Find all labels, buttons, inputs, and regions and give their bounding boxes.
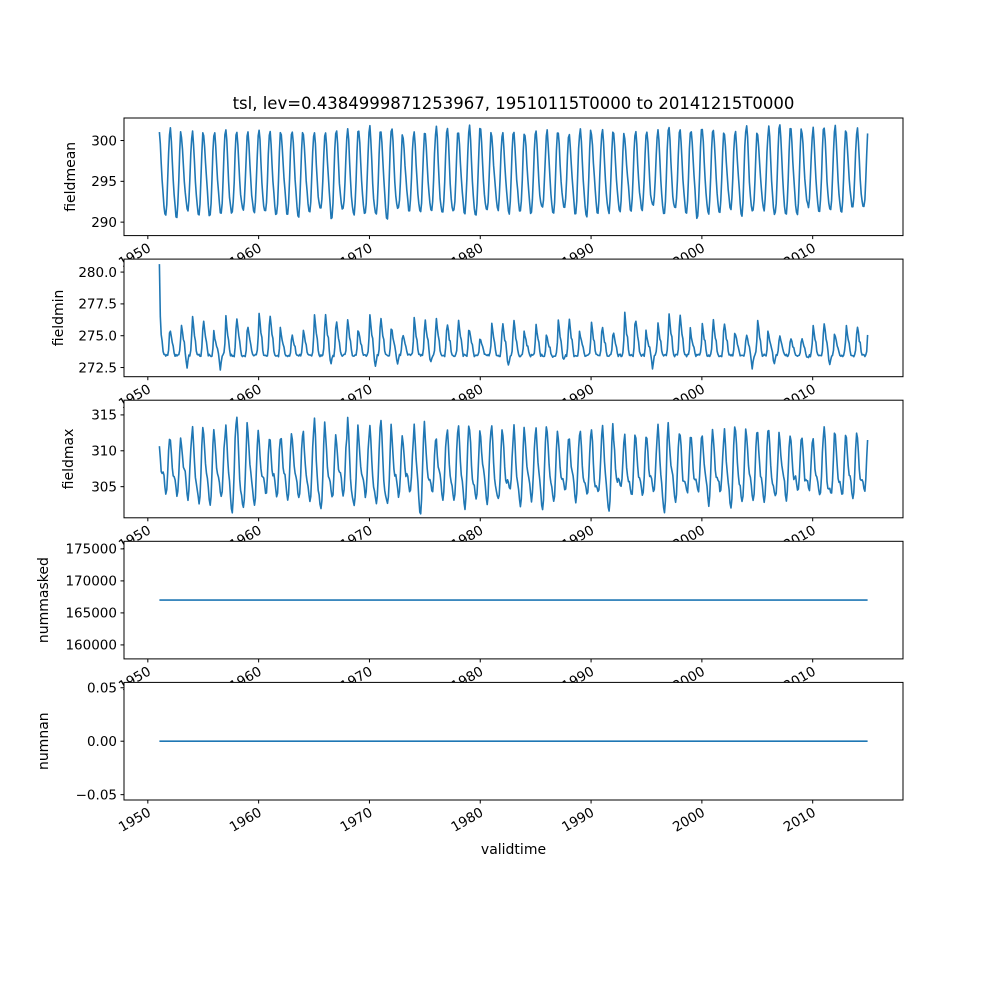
figure-title: tsl, lev=0.4384999871253967, 19510115T00… — [232, 94, 795, 113]
y-tick-label: 280.0 — [78, 265, 117, 281]
series-line-fieldmax — [158, 416, 869, 515]
y-tick-label: 277.5 — [78, 297, 117, 313]
x-tick-label: 2010 — [781, 805, 819, 836]
series-line-fieldmean — [158, 124, 869, 220]
axes-border — [123, 258, 904, 378]
y-axis-label-fieldmin: fieldmin — [51, 290, 67, 347]
x-tick-label: 1990 — [559, 805, 597, 836]
subplot-numnan: −0.05 0.00 0.05 1950 1960 1970 1980 1990 2000 201… — [36, 681, 904, 836]
y-tick-label: 275.0 — [78, 329, 117, 345]
x-tick-label: 1950 — [116, 805, 154, 836]
y-tick-label: 300 — [91, 133, 117, 149]
y-tick-label: 0.05 — [87, 681, 117, 697]
y-tick-label: 310 — [91, 444, 117, 460]
series-line-fieldmin — [158, 264, 869, 371]
x-tick-label: 1980 — [449, 805, 487, 836]
y-tick-label: 0.00 — [87, 734, 117, 750]
x-tick-label: 2000 — [670, 805, 708, 836]
axes-border — [123, 540, 904, 660]
y-tick-label: 175000 — [65, 542, 117, 558]
y-tick-label: 272.5 — [78, 360, 117, 376]
y-tick-label: 170000 — [65, 574, 117, 590]
y-axis-label-numnan: numnan — [36, 712, 52, 770]
y-axis-label-fieldmax: fieldmax — [61, 429, 77, 490]
x-axis-label: validtime — [480, 842, 547, 858]
x-tick-label: 1960 — [227, 805, 265, 836]
y-tick-label: 315 — [91, 408, 117, 424]
y-tick-label: 305 — [91, 479, 117, 495]
axes-border — [123, 399, 904, 519]
y-axis-label-nummasked: nummasked — [36, 557, 52, 643]
panel-background — [124, 259, 903, 377]
axes-border — [123, 117, 904, 237]
y-tick-label: 290 — [91, 215, 117, 231]
y-axis-label-fieldmean: fieldmean — [63, 142, 79, 212]
y-tick-label: −0.05 — [76, 787, 117, 803]
y-tick-label: 295 — [91, 174, 117, 190]
x-tick-label: 1970 — [338, 805, 376, 836]
y-tick-label: 160000 — [65, 638, 117, 654]
y-tick-label: 165000 — [65, 606, 117, 622]
